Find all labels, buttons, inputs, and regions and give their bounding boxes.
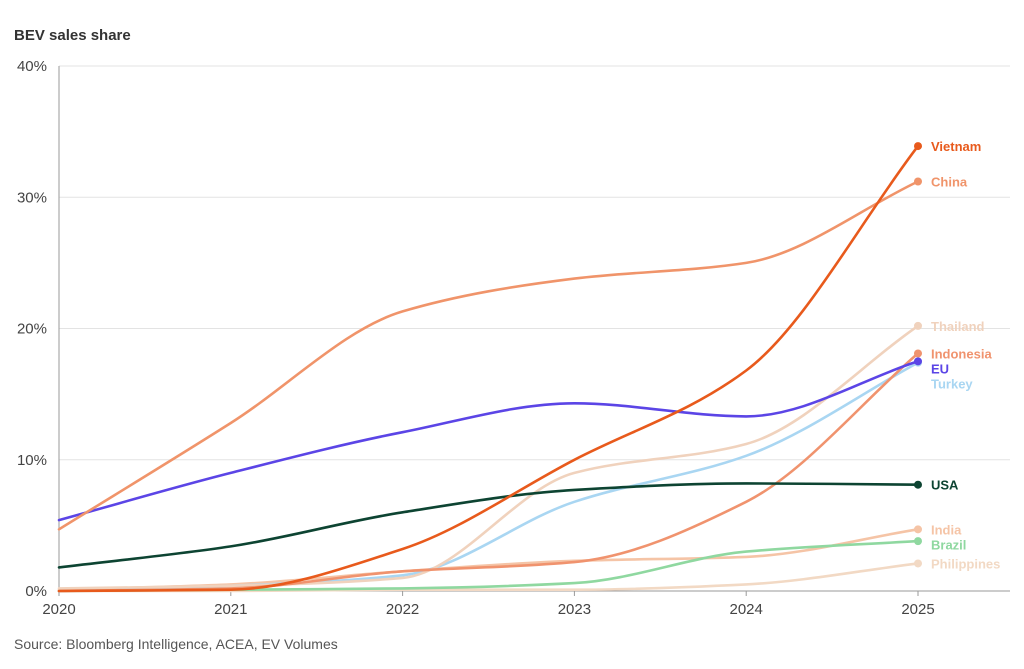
- y-tick-label: 30%: [17, 189, 47, 206]
- x-tick-label: 2020: [42, 601, 75, 618]
- x-tick-label: 2021: [214, 601, 247, 618]
- series-label-eu: EU: [931, 361, 949, 376]
- x-tick-label: 2022: [386, 601, 419, 618]
- end-point-india: [914, 525, 922, 534]
- series-label-turkey: Turkey: [931, 376, 973, 391]
- end-point-thailand: [914, 321, 922, 330]
- end-point-brazil: [914, 537, 922, 546]
- series-lines: [57, 142, 922, 593]
- series-label-usa: USA: [931, 478, 959, 493]
- series-line-china: [57, 180, 920, 531]
- y-tick-label: 0%: [25, 583, 47, 600]
- y-axis-title: BEV sales share: [14, 27, 131, 44]
- series-label-philippines: Philippines: [931, 556, 1000, 571]
- series-line-indonesia: [57, 352, 920, 593]
- end-point-china: [914, 177, 922, 186]
- series-line-vietnam: [57, 144, 920, 593]
- series-label-india: India: [931, 522, 962, 537]
- x-tick-label: 2025: [901, 601, 934, 618]
- x-tick-label: 2024: [730, 601, 763, 618]
- y-tick-label: 20%: [17, 321, 47, 338]
- y-tick-label: 40%: [17, 58, 47, 75]
- series-line-thailand: [57, 324, 920, 590]
- x-tick-label: 2023: [558, 601, 591, 618]
- end-point-indonesia: [914, 349, 922, 358]
- series-label-thailand: Thailand: [931, 319, 985, 334]
- source-note: Source: Bloomberg Intelligence, ACEA, EV…: [14, 636, 338, 652]
- end-point-usa: [914, 480, 922, 489]
- series-label-vietnam: Vietnam: [931, 139, 981, 154]
- series-label-indonesia: Indonesia: [931, 346, 992, 361]
- series-label-brazil: Brazil: [931, 537, 966, 552]
- end-point-vietnam: [914, 142, 922, 151]
- end-point-eu: [914, 357, 922, 366]
- end-point-philippines: [914, 559, 922, 568]
- axes: 0% 10% 20% 30% 40% 2020 2021 2022 2023 2024 2025: [17, 58, 935, 618]
- y-tick-label: 10%: [17, 452, 47, 469]
- series-line-usa: [57, 482, 920, 569]
- series-label-china: China: [931, 175, 968, 190]
- gridlines: [59, 65, 1010, 592]
- series-line-eu: [57, 360, 920, 522]
- series-line-turkey: [57, 361, 920, 593]
